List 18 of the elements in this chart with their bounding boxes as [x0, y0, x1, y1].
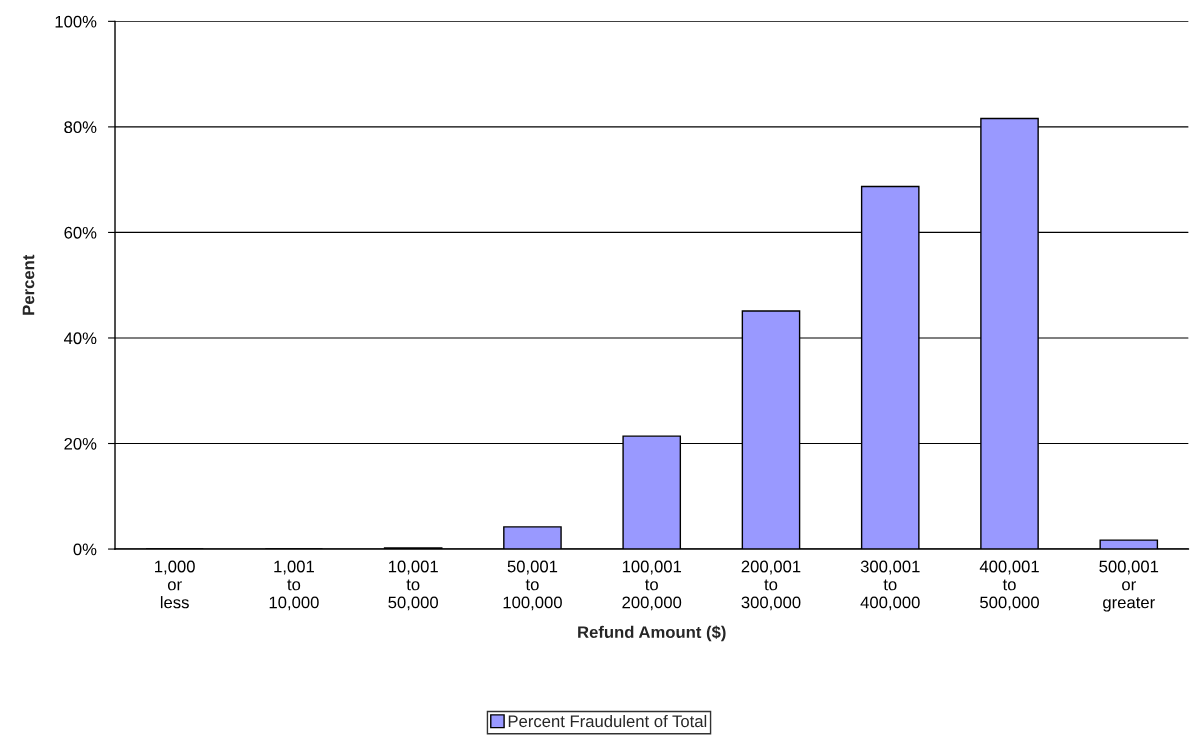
- y-axis-title: Percent: [22, 254, 35, 315]
- x-tick-label: 500,001 or greater: [1099, 560, 1159, 612]
- x-tick-label: 200,001 to 300,000: [741, 560, 801, 611]
- y-tick-label: 20%: [64, 437, 97, 450]
- y-tick-label: 100%: [55, 15, 97, 28]
- y-tick-label: 40%: [63, 332, 97, 345]
- x-tick-label: 1,001 to 10,000: [269, 560, 319, 611]
- x-tick-label: 400,001 to 500,000: [979, 560, 1039, 611]
- y-tick-label: 60%: [64, 226, 97, 239]
- x-tick-label: 1,000 or less: [155, 560, 195, 609]
- x-tick-label: 300,001 to 400,000: [860, 560, 920, 611]
- x-tick-label: 10,001 to 50,000: [388, 560, 439, 611]
- legend-label: Percent Fraudulent of Total: [508, 714, 707, 728]
- x-tick-label: 50,001 to 100,000: [503, 560, 562, 611]
- x-tick-label: 100,001 to 200,000: [622, 560, 682, 611]
- x-axis-title: Refund Amount ($): [578, 625, 726, 642]
- y-tick-label: 0%: [73, 543, 97, 556]
- y-tick-label: 80%: [64, 121, 97, 134]
